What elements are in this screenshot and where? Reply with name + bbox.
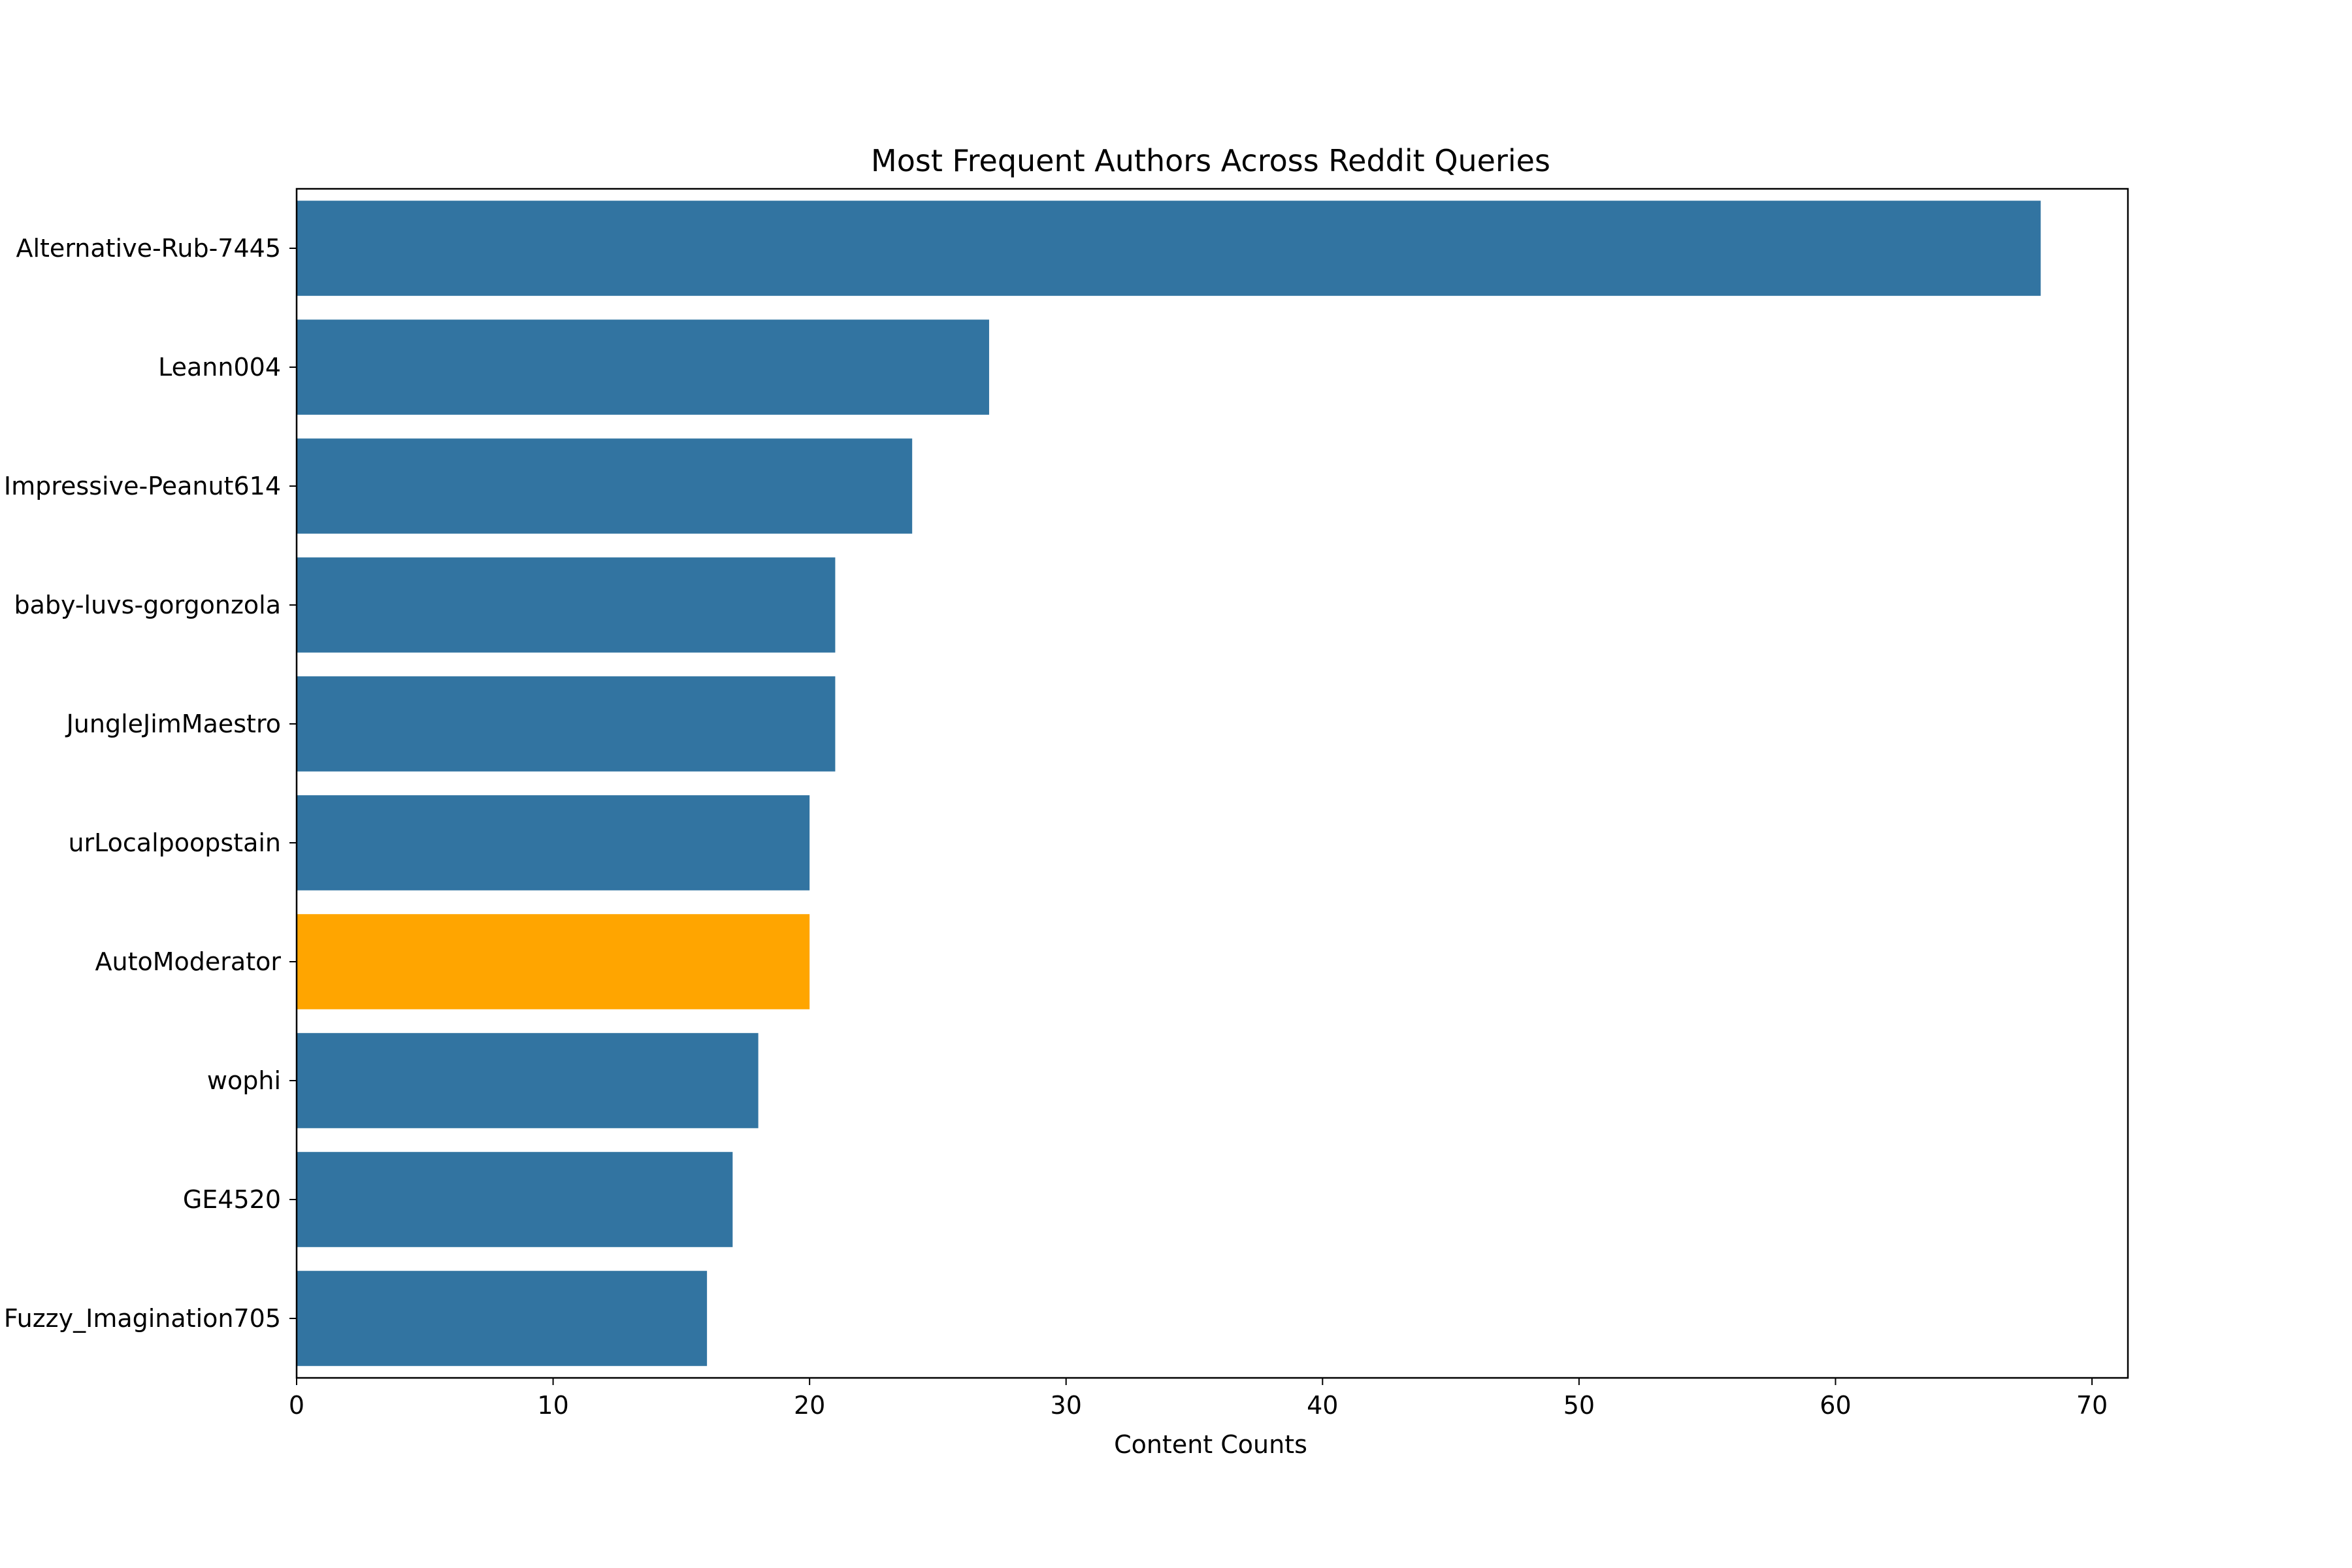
x-tick-label: 0: [289, 1391, 304, 1420]
y-tick-label: Alternative-Rub-7445: [16, 234, 281, 263]
bar-Impressive-Peanut614: [297, 438, 913, 534]
bar-Alternative-Rub-7445: [297, 201, 2041, 296]
x-tick-label: 30: [1051, 1391, 1082, 1420]
x-tick-label: 50: [1563, 1391, 1595, 1420]
bar-Fuzzy_Imagination705: [297, 1271, 708, 1366]
bar-baby-luvs-gorgonzola: [297, 557, 836, 653]
y-tick-label: urLocalpoopstain: [68, 828, 281, 857]
bar-GE4520: [297, 1152, 733, 1247]
y-tick-labels: Alternative-Rub-7445 Leann004 Impressive-P…: [4, 234, 297, 1333]
y-tick-label: GE4520: [183, 1185, 281, 1214]
plot-frame: [295, 188, 2129, 1379]
x-tick-label: 70: [2076, 1391, 2108, 1420]
bar-wophi: [297, 1033, 759, 1128]
x-tick-label: 20: [794, 1391, 825, 1420]
y-tick-label: AutoModerator: [95, 947, 282, 976]
bar-Leann004: [297, 319, 989, 415]
x-tick-label: 10: [537, 1391, 568, 1420]
y-tick-label: Fuzzy_Imagination705: [4, 1304, 281, 1333]
bar-AutoModerator: [297, 914, 810, 1009]
bar-JungleJimMaestro: [297, 676, 836, 772]
x-axis-label: Content Counts: [1114, 1430, 1307, 1459]
y-tick-label: Impressive-Peanut614: [4, 472, 281, 500]
bar-urLocalpoopstain: [297, 795, 810, 890]
y-tick-label: Leann004: [158, 353, 281, 382]
y-tick-label: wophi: [207, 1066, 281, 1095]
y-tick-label: baby-luvs-gorgonzola: [14, 591, 281, 619]
bars-group: [297, 201, 2041, 1366]
x-axis-ticks: 0 10 20 30 40 50 60 70: [289, 1378, 2108, 1420]
x-tick-label: 40: [1307, 1391, 1338, 1420]
y-tick-label: JungleJimMaestro: [65, 710, 281, 738]
chart-title: Most Frequent Authors Across Reddit Quer…: [871, 143, 1550, 178]
x-tick-label: 60: [1820, 1391, 1851, 1420]
